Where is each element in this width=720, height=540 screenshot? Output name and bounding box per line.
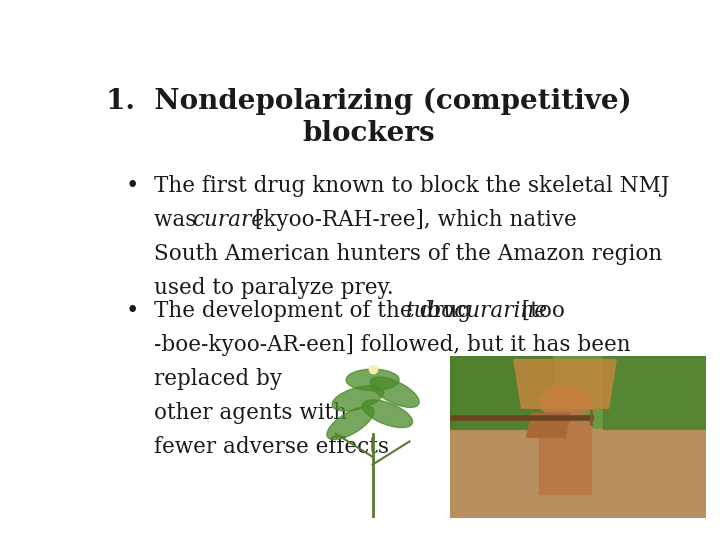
Text: South American hunters of the Amazon region: South American hunters of the Amazon reg… [154,243,662,265]
Text: fewer adverse effects: fewer adverse effects [154,436,390,458]
Polygon shape [539,421,590,494]
Polygon shape [362,400,413,428]
Circle shape [539,386,590,418]
Text: was: was [154,209,204,231]
Text: used to paralyze prey.: used to paralyze prey. [154,277,394,299]
Text: replaced by: replaced by [154,368,282,390]
Polygon shape [450,356,706,429]
Polygon shape [527,413,570,437]
Text: other agents with: other agents with [154,402,347,424]
Text: -boe-kyoo-AR-een] followed, but it has been: -boe-kyoo-AR-een] followed, but it has b… [154,334,631,356]
Polygon shape [346,369,399,390]
Polygon shape [327,406,374,440]
Text: tubocurarine: tubocurarine [405,300,547,322]
Text: [too: [too [516,300,565,322]
Polygon shape [370,377,419,407]
Text: [kyoo-RAH-ree], which native: [kyoo-RAH-ree], which native [248,209,577,231]
Polygon shape [332,386,384,411]
Text: The development of the drug: The development of the drug [154,300,478,322]
Text: •: • [125,175,138,197]
Text: 1.  Nondepolarizing (competitive)
blockers: 1. Nondepolarizing (competitive) blocker… [106,87,632,147]
Text: curare: curare [192,209,264,231]
Text: The first drug known to block the skeletal NMJ: The first drug known to block the skelet… [154,175,670,197]
Text: •: • [125,300,138,322]
Polygon shape [603,356,706,429]
Polygon shape [450,429,706,518]
Polygon shape [514,360,616,408]
Polygon shape [450,356,552,429]
